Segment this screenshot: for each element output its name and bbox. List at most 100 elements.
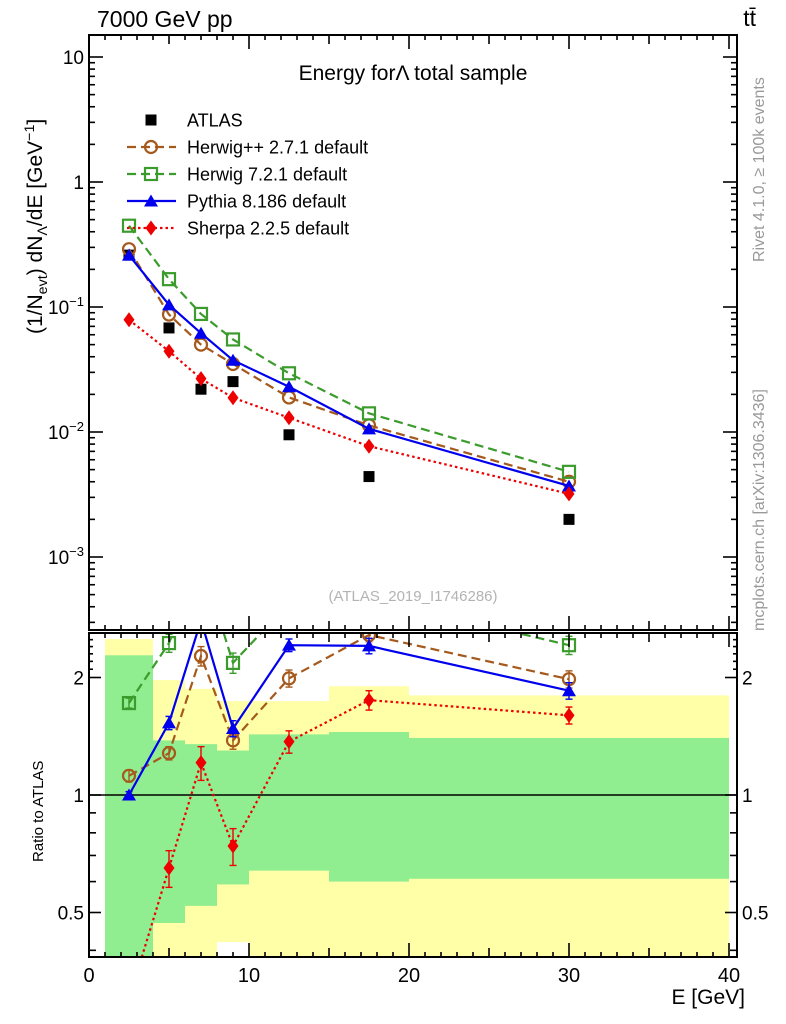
series-sherpa-ratio-marker bbox=[124, 992, 135, 1007]
legend-item-herwigpp: Herwig++ 2.7.1 default bbox=[127, 138, 368, 158]
x-axis-label: E [GeV] bbox=[671, 986, 745, 1009]
series-sherpa-main bbox=[123, 312, 575, 502]
legend-label-herwig7: Herwig 7.2.1 default bbox=[187, 165, 347, 185]
plot-title: Energy forΛ total sample bbox=[298, 62, 528, 85]
legend-item-pythia: Pythia 8.186 default bbox=[127, 192, 346, 212]
legend-label-pythia: Pythia 8.186 default bbox=[187, 192, 346, 212]
series-sherpa-marker bbox=[195, 371, 207, 387]
series-sherpa-ratio-marker bbox=[363, 692, 375, 708]
uncertainty-band-green bbox=[329, 732, 409, 882]
series-pythia-ratio-marker bbox=[226, 722, 240, 735]
series-herwigpp-ratio-marker bbox=[161, 746, 177, 761]
ratio-tick-label-right: 1 bbox=[742, 786, 753, 807]
y-axis-label-sub: Λ bbox=[35, 226, 52, 236]
mcplots-note: mcplots.cern.ch [arXiv:1306.3436] bbox=[751, 389, 768, 631]
series-sherpa-ratio-marker bbox=[163, 860, 175, 876]
y-tick-label: 10−3 bbox=[48, 544, 84, 569]
legend: ATLAS Herwig++ 2.7.1 default Herwig 7.2.1 … bbox=[127, 111, 368, 239]
axis-ticks bbox=[88, 35, 737, 957]
series-sherpa-ratio-marker bbox=[195, 755, 207, 771]
process-label: tt̄ bbox=[743, 5, 756, 31]
main-panel-frame bbox=[88, 34, 738, 631]
y-axis-label-part: (1/N bbox=[24, 294, 47, 334]
y-tick-label: 1 bbox=[73, 173, 84, 194]
rivet-version-note: Rivet 4.1.0, ≥ 100k events bbox=[751, 77, 768, 262]
series-sherpa-ratio-marker bbox=[283, 734, 295, 750]
series-atlas-marker bbox=[563, 513, 575, 525]
series-herwig7-ratio-marker bbox=[195, 554, 207, 566]
y-axis-label-sub: evt bbox=[35, 275, 52, 295]
legend-label-herwigpp: Herwig++ 2.7.1 default bbox=[187, 138, 368, 158]
series-pythia-marker bbox=[122, 248, 136, 261]
y-tick-label: 10 bbox=[63, 48, 84, 69]
series-sherpa-ratio-marker bbox=[563, 707, 575, 723]
ratio-tick-label-left: 2 bbox=[73, 669, 84, 690]
series-herwig7-ratio-marker bbox=[121, 695, 137, 711]
series-sherpa-ratio bbox=[124, 690, 575, 1007]
legend-item-herwig7: Herwig 7.2.1 default bbox=[127, 165, 347, 185]
legend-item-atlas: ATLAS bbox=[145, 111, 243, 131]
series-herwig7-marker bbox=[225, 332, 241, 347]
y-axis-label-part: ] bbox=[24, 118, 47, 125]
y-axis-label-part: ) dN bbox=[24, 235, 47, 276]
series-sherpa-marker bbox=[563, 486, 575, 502]
series-sherpa-marker bbox=[227, 390, 239, 406]
series-pythia-ratio-marker bbox=[562, 684, 576, 697]
x-tick-label: 10 bbox=[238, 965, 260, 987]
series-herwig7-marker bbox=[161, 272, 177, 287]
series-herwigpp-ratio-marker bbox=[281, 671, 297, 686]
legend-label-atlas: ATLAS bbox=[187, 111, 243, 131]
series-pythia-marker bbox=[226, 353, 240, 366]
series-pythia-marker bbox=[194, 326, 208, 339]
series-pythia-ratio-marker bbox=[362, 639, 376, 652]
y-axis-label-part: /dE [GeV bbox=[24, 140, 47, 227]
series-pythia-line bbox=[128, 254, 570, 488]
x-tick-label: 20 bbox=[398, 965, 420, 987]
ratio-band-layer bbox=[105, 638, 729, 957]
series-atlas-marker bbox=[195, 383, 207, 395]
legend-marker-pythia bbox=[144, 194, 158, 207]
uncertainty-band-green bbox=[409, 737, 729, 879]
series-herwig7-marker bbox=[193, 306, 209, 322]
ratio-tick-label-left: 0.5 bbox=[58, 904, 84, 925]
series-sherpa-marker bbox=[363, 438, 375, 454]
series-atlas-marker bbox=[227, 376, 239, 388]
y-tick-label: 10−2 bbox=[48, 419, 84, 444]
legend-marker-herwig7 bbox=[143, 166, 159, 182]
legend-marker-herwigpp bbox=[143, 139, 159, 155]
series-herwigpp-marker bbox=[281, 390, 297, 405]
series-pythia-ratio-marker bbox=[282, 638, 296, 651]
uncertainty-band-green bbox=[249, 734, 329, 871]
series-pythia-marker bbox=[362, 422, 376, 435]
series-herwig7-main bbox=[121, 218, 577, 479]
series-pythia-marker bbox=[162, 298, 176, 311]
series-pythia-ratio-marker bbox=[162, 716, 176, 729]
ratio-tick-label-right: 0.5 bbox=[742, 904, 768, 925]
ratio-tick-label-right: 2 bbox=[742, 669, 753, 690]
legend-marker-atlas bbox=[145, 114, 157, 126]
x-tick-label: 0 bbox=[83, 965, 94, 987]
beam-energy-label: 7000 GeV pp bbox=[97, 6, 233, 32]
series-herwigpp-main bbox=[121, 242, 577, 489]
y-tick-label: 10−1 bbox=[48, 294, 84, 319]
x-tick-label: 40 bbox=[718, 965, 740, 987]
series-pythia-ratio-marker bbox=[194, 614, 208, 626]
series-atlas-marker bbox=[363, 471, 375, 483]
y-axis-label: (1/Nevt) dNΛ/dE [GeV−1] bbox=[22, 119, 51, 334]
legend-label-sherpa: Sherpa 2.2.5 default bbox=[187, 219, 349, 239]
series-herwigpp-ratio-marker bbox=[193, 648, 209, 664]
legend-marker-sherpa bbox=[145, 220, 157, 236]
series-herwigpp-line bbox=[128, 248, 570, 483]
series-atlas-marker bbox=[283, 429, 295, 441]
series-pythia-marker bbox=[562, 479, 576, 492]
series-herwig7-marker bbox=[281, 366, 297, 381]
analysis-watermark: (ATLAS_2019_I1746286) bbox=[328, 588, 498, 605]
uncertainty-band-green bbox=[153, 740, 185, 923]
series-herwig7-marker bbox=[361, 406, 377, 421]
series-herwig7-ratio-line bbox=[128, 633, 570, 704]
series-pythia-main bbox=[122, 248, 576, 492]
series-pythia-marker bbox=[282, 380, 296, 393]
series-sherpa-marker bbox=[123, 312, 135, 328]
series-atlas-marker bbox=[163, 322, 175, 334]
